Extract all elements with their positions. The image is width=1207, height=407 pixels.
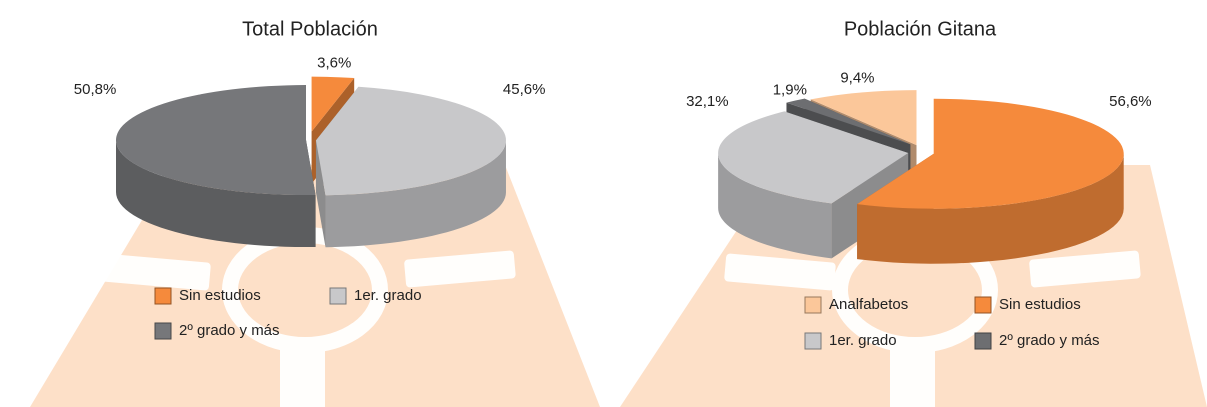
chart-title: Población Gitana [844,18,997,40]
value-label: 1,9% [773,82,807,99]
legend-swatch [329,287,347,305]
legend-swatch [804,296,822,314]
slice [857,98,1124,209]
slice-side [116,140,316,248]
legend-swatch [974,332,992,350]
value-label: 50,8% [74,81,117,98]
slice [315,86,506,196]
legend-label: 2º grado y más [999,332,1100,349]
value-label: 32,1% [686,93,729,110]
slice-side [718,153,832,259]
legend-swatch [154,322,172,340]
slice-side [857,153,1124,264]
slice [311,76,355,132]
slice [116,85,316,196]
legend-swatch [974,296,992,314]
pie [718,90,1124,264]
chart-title: Total Población [242,18,378,40]
legend-label: Sin estudios [999,296,1081,313]
legend-label: 1er. grado [354,287,422,304]
legend-label: 2º grado y más [179,322,280,339]
slice [786,98,911,145]
slice [810,90,917,146]
slice-side [325,140,506,248]
pie [116,76,506,248]
value-label: 45,6% [503,81,546,98]
value-label: 3,6% [317,54,351,71]
legend-label: Sin estudios [179,287,261,304]
value-label: 56,6% [1109,93,1152,110]
legend-label: 1er. grado [829,332,897,349]
legend-swatch [804,332,822,350]
value-label: 9,4% [840,69,874,86]
legend-label: Analfabetos [829,296,908,313]
slice-cut-face [315,140,326,248]
slice [718,111,909,204]
legend-swatch [154,287,172,305]
